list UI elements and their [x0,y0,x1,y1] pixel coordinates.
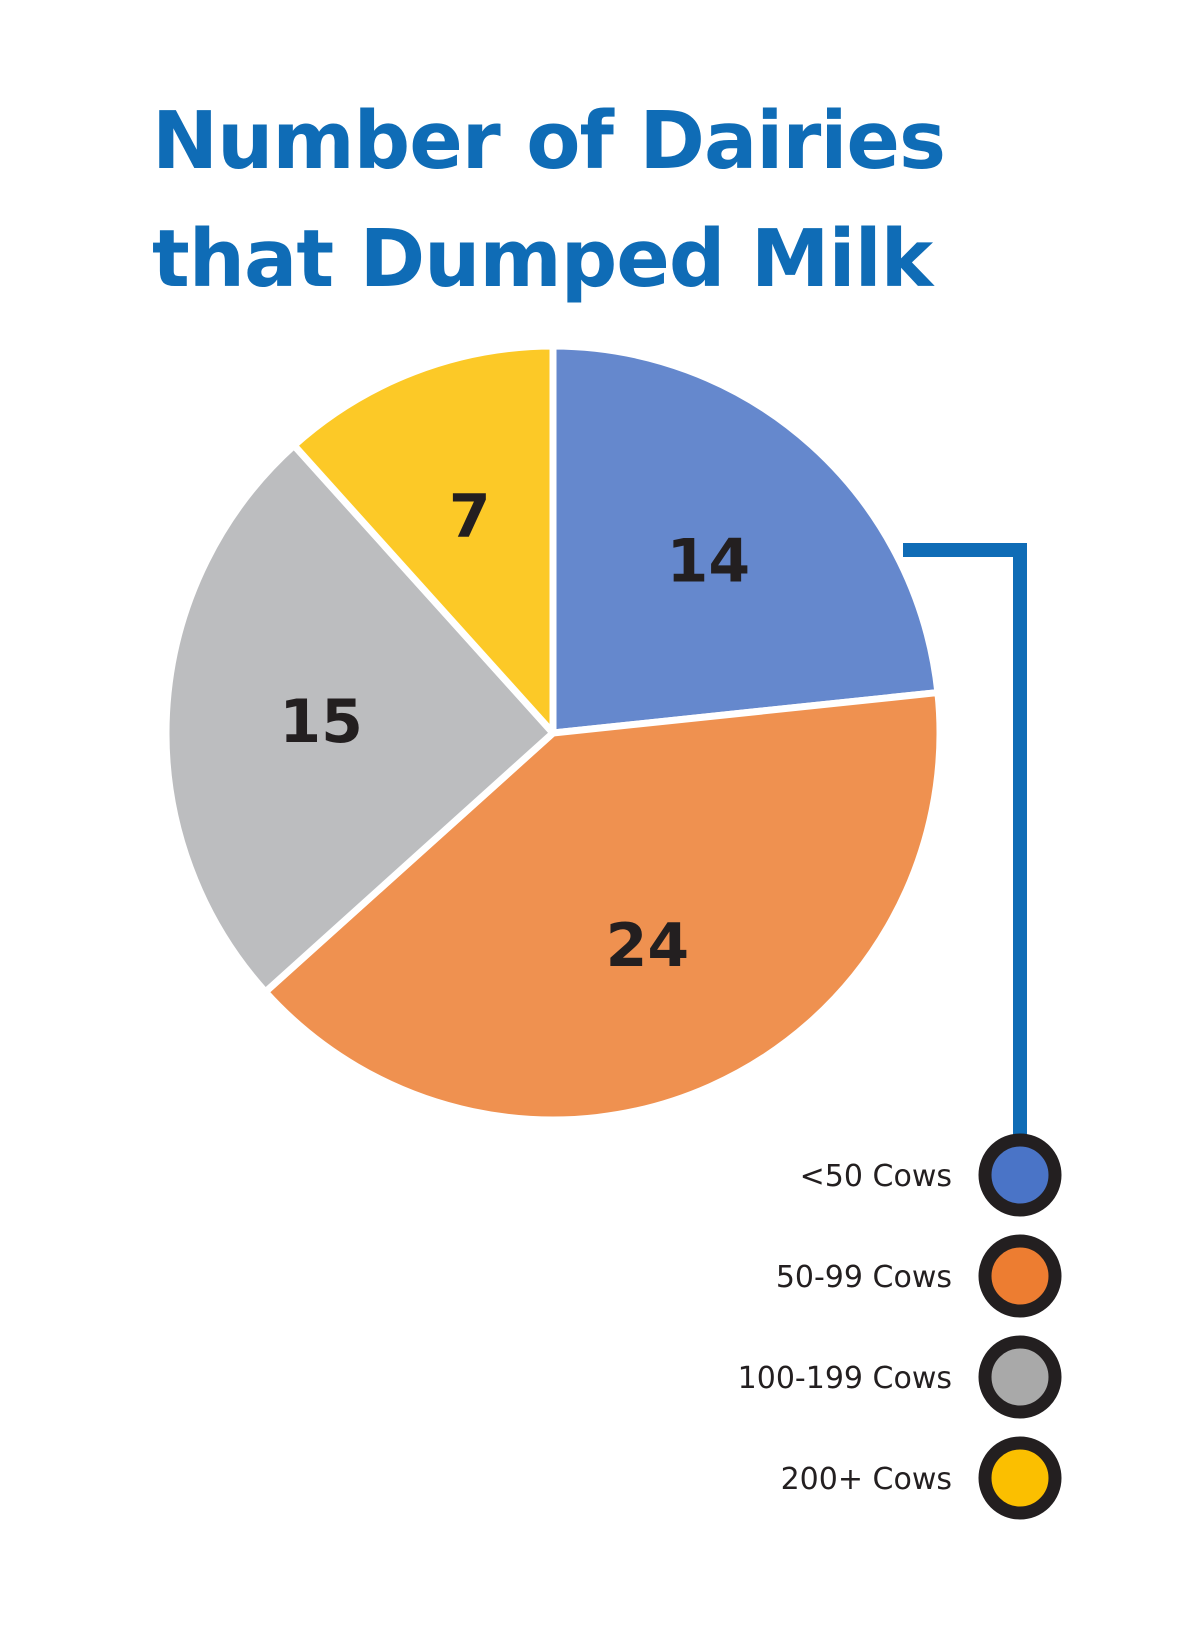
slice-value-label-0: 14 [667,526,751,596]
legend-label-1: 50-99 Cows [776,1260,952,1295]
legend-connector-line [903,543,1027,1135]
chart-title: Number of Dairies that Dumped Milk [152,82,1052,318]
pie-slices [162,342,944,1124]
pie-slice-1 [261,689,944,1124]
slice-value-label-3: 7 [449,482,491,552]
legend: <50 Cows 50-99 Cows 100-199 Cows 200+ Cows [738,1133,1062,1520]
pie-slice-3 [290,342,557,737]
pie-slice-2 [162,441,557,996]
legend-swatch-2 [978,1335,1062,1419]
chart-title-line-2: that Dumped Milk [152,213,933,305]
legend-label-3: 200+ Cows [781,1462,952,1497]
legend-swatch-3 [978,1436,1062,1520]
legend-swatch-1 [978,1234,1062,1318]
legend-swatch-0 [978,1133,1062,1217]
chart-title-line-1: Number of Dairies [152,95,946,187]
pie-slice-0 [549,342,942,737]
pie-slice-labels: 14 24 15 7 [279,482,750,981]
slice-value-label-2: 15 [279,687,363,757]
legend-label-0: <50 Cows [800,1159,952,1194]
legend-label-2: 100-199 Cows [738,1361,952,1396]
slice-value-label-1: 24 [606,911,690,981]
